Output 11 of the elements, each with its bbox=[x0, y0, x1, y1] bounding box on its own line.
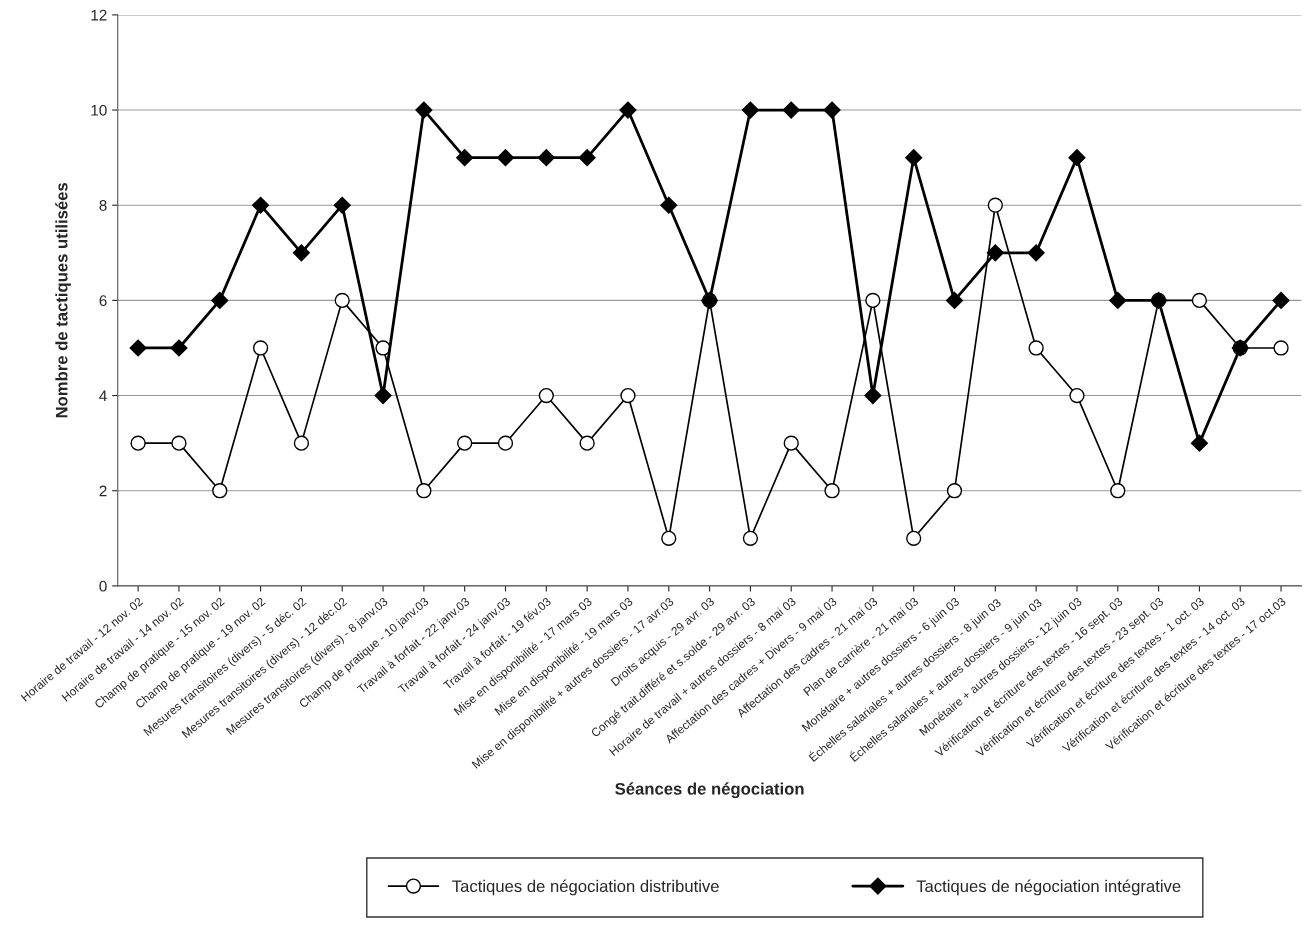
y-tick-label: 10 bbox=[91, 104, 107, 116]
y-axis-title: Nombre de tactiques utilisées bbox=[55, 182, 71, 418]
y-tick-label: 12 bbox=[91, 9, 107, 21]
y-tick-label: 2 bbox=[99, 485, 107, 497]
x-axis-title: Séances de négociation bbox=[615, 782, 804, 799]
y-tick-label: 6 bbox=[99, 295, 107, 307]
legend-label: Tactiques de négociation distributive bbox=[452, 879, 719, 896]
y-tick-label: 0 bbox=[99, 580, 107, 592]
y-tick-label: 8 bbox=[99, 200, 107, 211]
y-tick-label: 4 bbox=[99, 390, 107, 402]
legend-label: Tactiques de négociation intégrative bbox=[916, 879, 1181, 896]
